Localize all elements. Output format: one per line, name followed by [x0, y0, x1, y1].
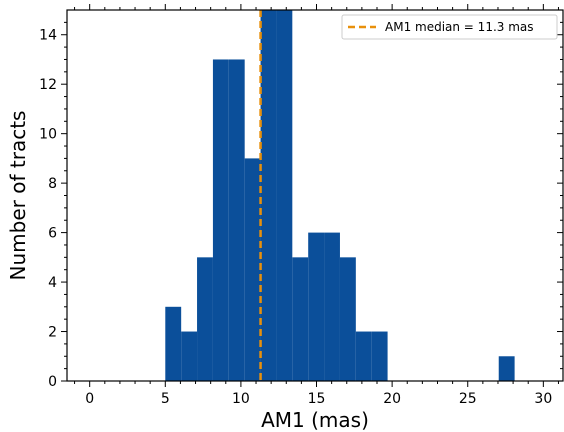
histogram-bar — [260, 10, 277, 381]
y-tick-label: 4 — [48, 275, 57, 291]
x-axis-label: AM1 (mas) — [261, 408, 369, 432]
histogram-bar — [371, 331, 388, 381]
x-tick-label: 10 — [232, 391, 250, 407]
histogram-bar — [498, 356, 515, 381]
plot-frame — [66, 9, 564, 382]
y-tick-label: 2 — [48, 325, 57, 341]
bars-group — [165, 10, 515, 381]
histogram-bar — [324, 232, 340, 381]
y-tick-label: 0 — [48, 374, 57, 390]
histogram-bar — [165, 306, 182, 381]
histogram-bar — [244, 158, 261, 381]
histogram-bar — [197, 257, 213, 381]
legend: AM1 median = 11.3 mas — [341, 14, 558, 40]
histogram-bar — [308, 232, 325, 381]
histogram-bar — [228, 59, 245, 381]
histogram-bar — [355, 331, 372, 381]
x-tick-label: 5 — [161, 391, 170, 407]
x-tick-label: 15 — [308, 391, 326, 407]
ticks-group: 0 5 10 15 20 25 30 0 2 4 6 8 10 12 14 — [39, 4, 563, 407]
y-tick-label: 12 — [39, 77, 57, 93]
histogram-bar — [181, 331, 198, 381]
histogram-bar — [292, 257, 309, 381]
x-tick-label: 0 — [85, 391, 94, 407]
y-tick-label: 6 — [48, 226, 57, 242]
legend-box — [341, 14, 558, 40]
histogram-bar — [276, 10, 293, 381]
legend-label: AM1 median = 11.3 mas — [385, 20, 534, 34]
x-tick-label: 25 — [459, 391, 477, 407]
y-axis-label: Number of tracts — [6, 111, 30, 281]
y-tick-label: 14 — [39, 28, 57, 44]
x-tick-label: 30 — [534, 391, 552, 407]
histogram-bar — [339, 257, 356, 381]
y-tick-label: 10 — [39, 127, 57, 143]
y-tick-label: 8 — [48, 176, 57, 192]
histogram-bar — [212, 59, 229, 381]
x-tick-label: 20 — [383, 391, 401, 407]
